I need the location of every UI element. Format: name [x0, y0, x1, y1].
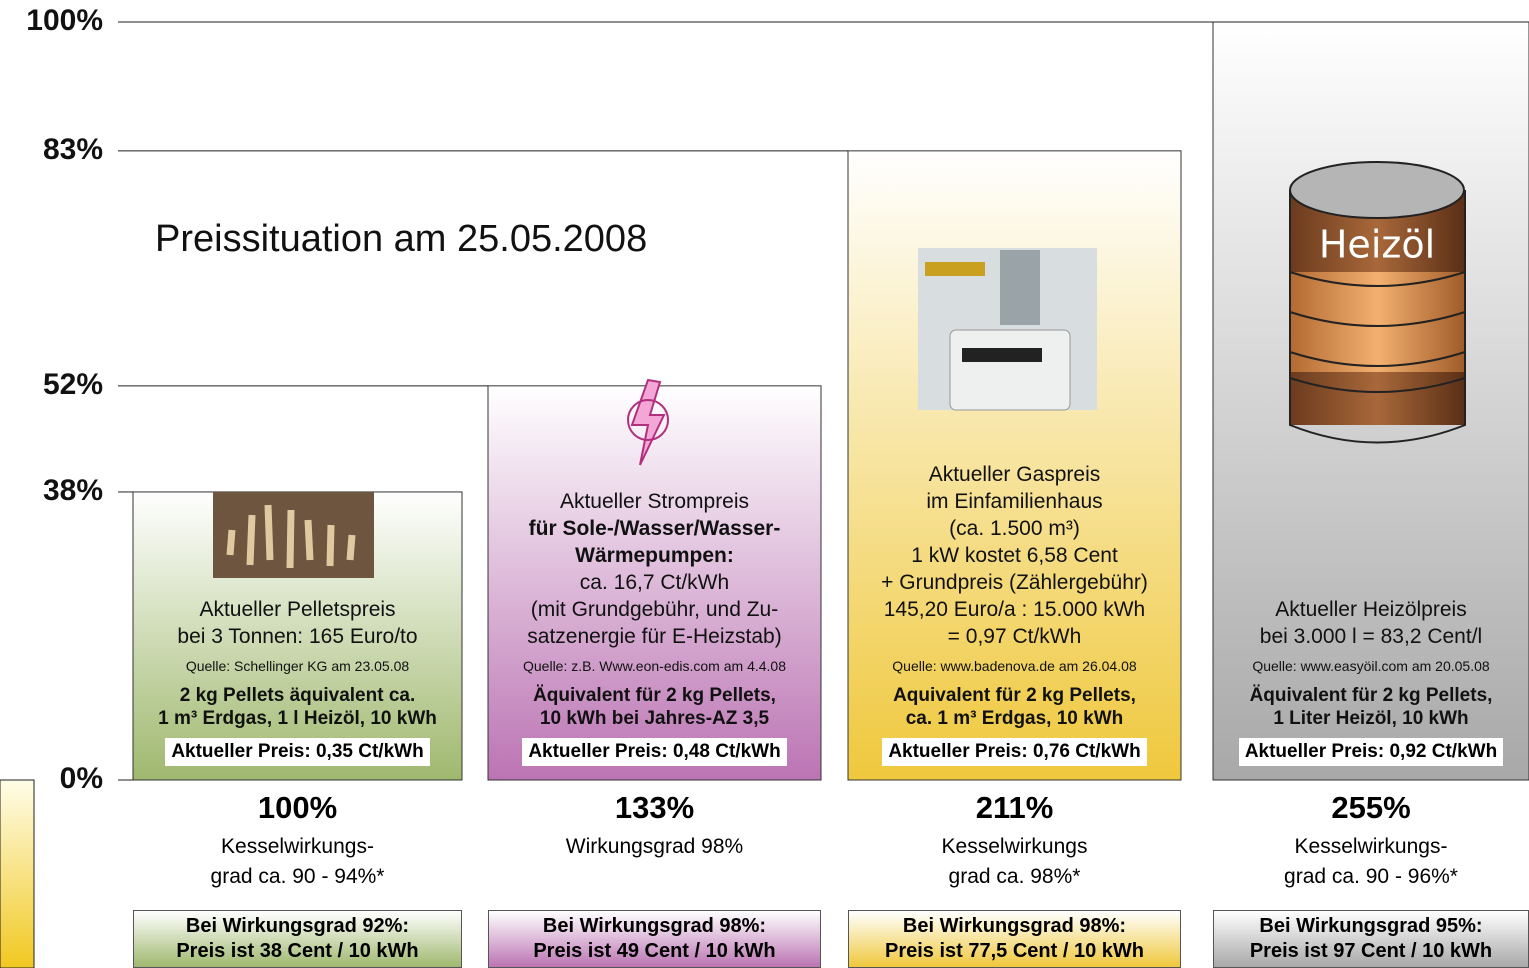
price-box: Bei Wirkungsgrad 98%:Preis ist 77,5 Cent… — [848, 910, 1181, 968]
efficiency-line: Kesselwirkungs- — [133, 832, 462, 862]
bar-description: 1 kW kostet 6,58 Cent — [911, 542, 1118, 569]
bar-description: bei 3.000 l = 83,2 Cent/l — [1260, 623, 1482, 650]
y-tick-label: 100% — [26, 4, 103, 37]
efficiency: Wirkungsgrad 98% — [488, 832, 821, 894]
current-price: Aktueller Preis: 0,48 Ct/kWh — [522, 738, 786, 766]
price-box-line: Bei Wirkungsgrad 98%: — [849, 914, 1180, 939]
equivalent: Aquivalent für 2 kg Pellets, — [893, 684, 1136, 707]
efficiency-line: Kesselwirkungs- — [1213, 832, 1529, 862]
source: Quelle: www.easyöil.com am 20.05.08 — [1252, 658, 1489, 674]
efficiency-line: grad ca. 90 - 94%* — [133, 862, 462, 892]
efficiency-line: grad ca. 90 - 96%* — [1213, 862, 1529, 892]
bar-description: Aktueller Strompreis — [560, 488, 749, 515]
source: Quelle: Schellinger KG am 23.05.08 — [186, 658, 409, 674]
bar-description: = 0,97 Ct/kWh — [948, 623, 1082, 650]
price-box: Bei Wirkungsgrad 92%:Preis ist 38 Cent /… — [133, 910, 462, 968]
equivalent: 2 kg Pellets äquivalent ca. — [180, 684, 416, 707]
bar-description: ca. 16,7 Ct/kWh — [580, 569, 729, 596]
price-box-line: Preis ist 38 Cent / 10 kWh — [134, 939, 461, 964]
equivalent: 10 kWh bei Jahres-AZ 3,5 — [540, 707, 769, 730]
price-box-line: Bei Wirkungsgrad 98%: — [489, 914, 820, 939]
bar-description: im Einfamilienhaus — [926, 488, 1102, 515]
bar-description: satzenergie für E-Heizstab) — [527, 623, 781, 650]
y-tick-label: 83% — [43, 133, 103, 166]
ratio: 133% — [488, 790, 821, 826]
efficiency: Kesselwirkungs-grad ca. 90 - 96%* — [1213, 832, 1529, 894]
price-box-line: Bei Wirkungsgrad 92%: — [134, 914, 461, 939]
efficiency: Kesselwirkungs-grad ca. 90 - 94%* — [133, 832, 462, 894]
page: Preissituation am 25.05.2008 0% 38% 52% 83%… — [0, 0, 1529, 968]
source: Quelle: z.B. Www.eon-edis.com am 4.4.08 — [523, 658, 786, 674]
equivalent: Äquivalent für 2 kg Pellets, — [1250, 684, 1493, 707]
current-price: Aktueller Preis: 0,35 Ct/kWh — [165, 738, 429, 766]
source: Quelle: www.badenova.de am 26.04.08 — [892, 658, 1136, 674]
bar-description: 145,20 Euro/a : 15.000 kWh — [884, 596, 1146, 623]
ratio: 211% — [848, 790, 1181, 826]
legend-strip — [0, 780, 34, 968]
y-tick-label: 52% — [43, 368, 103, 401]
price-box-line: Preis ist 49 Cent / 10 kWh — [489, 939, 820, 964]
current-price: Aktueller Preis: 0,76 Ct/kWh — [882, 738, 1146, 766]
price-box-line: Preis ist 97 Cent / 10 kWh — [1214, 939, 1528, 964]
price-box: Bei Wirkungsgrad 98%:Preis ist 49 Cent /… — [488, 910, 821, 968]
bar-description: Aktueller Heizölpreis — [1275, 596, 1466, 623]
equivalent: ca. 1 m³ Erdgas, 10 kWh — [906, 707, 1124, 730]
bar-description: bei 3 Tonnen: 165 Euro/to — [177, 623, 417, 650]
price-box: Bei Wirkungsgrad 95%:Preis ist 97 Cent /… — [1213, 910, 1529, 968]
y-tick-label: 0% — [60, 762, 103, 795]
equivalent: Äquivalent für 2 kg Pellets, — [533, 684, 776, 707]
equivalent: 1 m³ Erdgas, 1 l Heizöl, 10 kWh — [158, 707, 437, 730]
chart-title: Preissituation am 25.05.2008 — [155, 218, 647, 260]
efficiency-line: Kesselwirkungs — [848, 832, 1181, 862]
bar-footer: 133% Wirkungsgrad 98% Bei Wirkungsgrad 98%… — [488, 780, 821, 968]
ratio: 100% — [133, 790, 462, 826]
efficiency-line: Wirkungsgrad 98% — [488, 832, 821, 862]
bar-description: + Grundpreis (Zählergebühr) — [881, 569, 1148, 596]
bar-description: (ca. 1.500 m³) — [949, 515, 1080, 542]
bar-description: für Sole-/Wasser/Wasser- — [529, 515, 781, 542]
current-price: Aktueller Preis: 0,92 Ct/kWh — [1239, 738, 1503, 766]
bar-description: Aktueller Gaspreis — [929, 461, 1101, 488]
bar-footer: 100% Kesselwirkungs-grad ca. 90 - 94%* Bei… — [133, 780, 462, 968]
y-tick-label: 38% — [43, 474, 103, 507]
bar-description: Aktueller Pelletspreis — [199, 596, 395, 623]
price-box-line: Bei Wirkungsgrad 95%: — [1214, 914, 1528, 939]
bar-footer: 255% Kesselwirkungs-grad ca. 90 - 96%* Bei… — [1213, 780, 1529, 968]
efficiency-line: grad ca. 98%* — [848, 862, 1181, 892]
price-box-line: Preis ist 77,5 Cent / 10 kWh — [849, 939, 1180, 964]
bar-description: (mit Grundgebühr, und Zu- — [531, 596, 778, 623]
ratio: 255% — [1213, 790, 1529, 826]
bar-description: Wärmepumpen: — [575, 542, 734, 569]
equivalent: 1 Liter Heizöl, 10 kWh — [1273, 707, 1468, 730]
